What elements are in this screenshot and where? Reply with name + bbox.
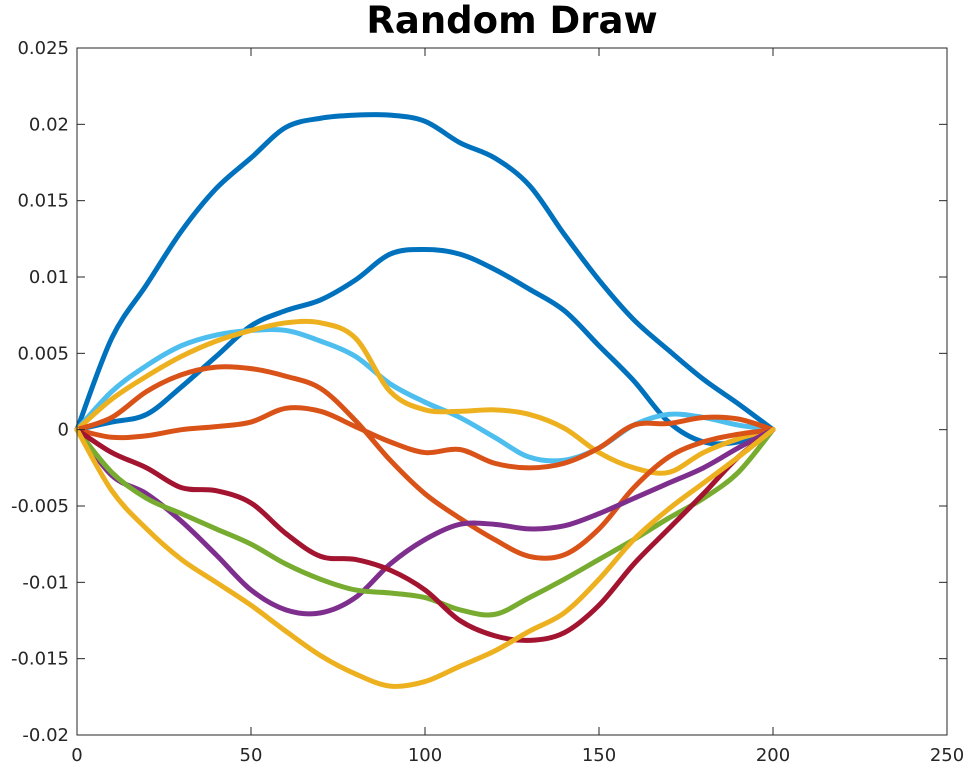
- x-tick-label: 50: [240, 745, 263, 766]
- series-line-6: [74, 405, 776, 471]
- chart-title: Random Draw: [366, 0, 657, 42]
- series-line-7: [74, 427, 776, 617]
- x-tick-label: 250: [930, 745, 964, 766]
- x-tick-label: 150: [582, 745, 616, 766]
- series-line-8: [74, 427, 776, 618]
- x-tick-label: 200: [756, 745, 790, 766]
- y-tick-label: 0.01: [29, 267, 69, 288]
- y-tick-label: -0.005: [11, 496, 69, 517]
- y-tick-label: 0.015: [17, 191, 69, 212]
- tick-layer: 0 50 100 150 200 250 -0.02 -0.015 -0.01 -0.005 0 0.…: [11, 38, 964, 766]
- x-tick-label: 0: [71, 745, 82, 766]
- y-tick-label: 0.025: [17, 38, 69, 59]
- series-layer: [74, 112, 776, 689]
- y-tick-label: 0: [58, 420, 69, 441]
- series-line-2: [74, 247, 776, 447]
- y-tick-label: 0.005: [17, 343, 69, 364]
- series-line-1: [74, 112, 776, 433]
- series-line-9: [74, 427, 776, 643]
- series-line-4: [74, 318, 776, 476]
- series-line-10: [74, 427, 776, 689]
- y-tick-label: -0.015: [11, 649, 69, 670]
- axes-box: [76, 47, 948, 736]
- y-tick-label: -0.01: [22, 572, 69, 593]
- y-tick-label: 0.02: [29, 114, 69, 135]
- y-tick-label: -0.02: [22, 725, 69, 746]
- series-line-3: [74, 326, 776, 464]
- x-tick-label: 100: [408, 745, 442, 766]
- series-line-5: [74, 364, 776, 561]
